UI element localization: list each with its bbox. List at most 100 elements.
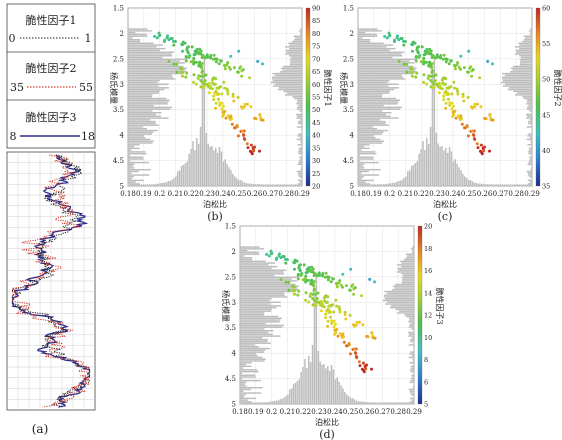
x-histogram-bar: [163, 182, 166, 186]
y-histogram-bar: [240, 342, 271, 344]
y-histogram-bar-right: [285, 49, 302, 52]
x-histogram-bar: [140, 184, 143, 186]
y-histogram-bar-right: [530, 142, 532, 144]
y-histogram-bar-right: [510, 71, 532, 73]
x-histogram-bar: [167, 181, 170, 186]
scatter-point: [448, 101, 452, 105]
scatter-point: [284, 261, 288, 265]
y-histogram-bar-right: [298, 149, 302, 151]
scatter-point: [486, 59, 490, 63]
y-histogram-bar: [128, 103, 168, 105]
scatter-point: [345, 344, 348, 348]
y-histogram-bar-right: [285, 46, 302, 48]
y-histogram-bar: [358, 58, 418, 61]
x-histogram-bar: [323, 364, 325, 404]
scatter-point: [432, 85, 436, 89]
y-histogram-bar: [240, 395, 244, 398]
scatter-point: [327, 309, 331, 313]
scatter-point: [196, 50, 200, 54]
x-tick-label: 0.18: [350, 190, 366, 198]
y-histogram-bar: [240, 385, 247, 387]
x-histogram-bar: [450, 151, 453, 186]
y-tick-label: 3: [120, 81, 124, 89]
scatter-point: [231, 95, 235, 99]
x-tick-label: 0.21: [398, 190, 414, 198]
y-histogram-bar: [240, 351, 264, 353]
y-histogram-bar-right: [286, 51, 302, 53]
scatter-point: [308, 268, 312, 272]
y-histogram-bar-right: [528, 149, 532, 151]
scatter-point: [430, 56, 434, 59]
x-histogram-bar: [264, 402, 266, 404]
y-histogram-bar: [358, 47, 396, 50]
colorbar-tick-label: 80: [312, 30, 320, 38]
y-tick-label: 1.5: [343, 5, 354, 13]
scatter-point: [305, 267, 309, 271]
y-histogram-bar: [240, 301, 281, 304]
y-histogram-bar: [358, 156, 374, 158]
x-axis-label: 泊松比: [433, 199, 457, 209]
y-histogram-bar: [128, 65, 184, 68]
colorbar-tick-label: 50: [312, 106, 320, 114]
panel-a-well-log: 脆性因子1 0 1 脆性因子2 35 55 脆性因子3 8 18 (a): [6, 3, 96, 436]
x-histogram-bar: [177, 171, 179, 186]
scatter-point: [324, 294, 328, 298]
colorbar-tick-label: 5: [424, 401, 428, 409]
scatter-point: [229, 54, 233, 58]
y-histogram-bar: [358, 124, 389, 126]
y-histogram-bar-right: [528, 120, 532, 123]
x-histogram-bar: [342, 388, 344, 404]
y-histogram-bar: [358, 63, 407, 66]
y-histogram-bar-right: [300, 142, 302, 144]
y-histogram-bar: [128, 63, 177, 66]
y-histogram-bar: [358, 39, 371, 41]
scatter-point: [261, 62, 264, 66]
y-histogram-bar-right: [522, 40, 532, 43]
scatter-point: [195, 82, 198, 86]
track-header-box: [6, 3, 96, 149]
y-histogram-bar: [358, 44, 393, 46]
y-histogram-bar: [240, 376, 256, 378]
scatter-point: [466, 134, 470, 138]
scatter-point: [317, 301, 321, 305]
scatter-point: [491, 118, 495, 122]
x-tick-label: 0.26: [247, 190, 263, 198]
x-tick-label: 0.18: [232, 408, 248, 416]
scatter-point: [291, 288, 295, 292]
y-histogram-bar: [358, 76, 403, 78]
y-histogram-bar: [358, 149, 362, 151]
scatter-point: [402, 62, 406, 66]
x-histogram-bar: [345, 394, 348, 404]
y-histogram-bar: [358, 135, 374, 137]
scatter-point: [228, 118, 232, 121]
x-histogram-bar: [386, 183, 388, 186]
scatter-point: [422, 80, 426, 84]
x-histogram-bar: [479, 183, 481, 186]
y-histogram-bar-right: [410, 248, 414, 250]
y-histogram-bar: [358, 33, 377, 36]
scatter-point: [219, 59, 223, 63]
y-histogram-bar: [358, 88, 395, 91]
y-histogram-bar: [128, 42, 154, 45]
scatter-point: [265, 252, 269, 256]
y-histogram-bar: [240, 273, 285, 275]
y-histogram-bar: [128, 79, 160, 82]
scatter-point: [479, 143, 483, 147]
y-histogram-bar: [240, 305, 281, 307]
x-histogram-bar: [245, 183, 247, 186]
x-histogram-bar: [262, 184, 264, 186]
y-histogram-bar: [240, 386, 263, 389]
colorbar-tick-label: 55: [312, 94, 320, 102]
y-histogram-bar: [358, 30, 382, 32]
scatter-point: [402, 43, 406, 47]
x-histogram-bar: [258, 184, 261, 186]
scatter-point: [401, 39, 405, 43]
y-histogram-bar: [240, 313, 265, 316]
y-histogram-bar: [240, 356, 263, 359]
scatter-point: [373, 336, 377, 340]
scatter-point: [417, 55, 421, 59]
y-histogram-bar-right: [382, 299, 414, 302]
scatter-point: [450, 107, 454, 111]
scatter-point: [472, 133, 476, 137]
x-histogram-bar: [292, 383, 295, 404]
